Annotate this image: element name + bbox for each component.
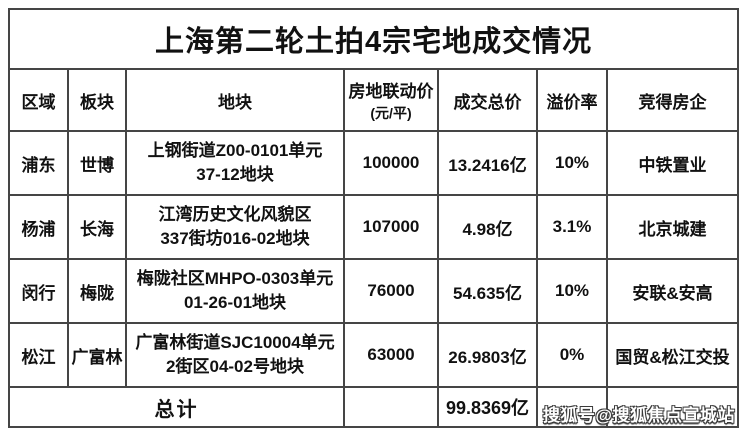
col-header-total-price: 成交总价 [437, 68, 538, 132]
table-row: 松江 广富林 广富林街道SJC10004单元 2街区04-02号地块 63000… [8, 322, 740, 388]
cell-linkage-price: 107000 [343, 194, 439, 260]
total-linkage-price [343, 386, 439, 428]
page-title: 上海第二轮土拍4宗宅地成交情况 [7, 8, 740, 70]
col-header-plot: 地块 [125, 68, 345, 132]
cell-block: 梅陇 [67, 258, 127, 324]
total-label: 总计 [8, 386, 345, 428]
table-row: 浦东 世博 上钢街道Z00-0101单元 37-12地块 100000 13.2… [8, 130, 740, 196]
col-header-region: 区域 [8, 68, 69, 132]
cell-premium-rate: 0% [536, 322, 608, 388]
cell-developer: 安联&安高 [605, 258, 740, 324]
header-row: 区域 板块 地块 房地联动价 (元/平) 成交总价 溢价率 竞得房企 [8, 68, 740, 132]
cell-region: 松江 [8, 322, 69, 388]
cell-block: 长海 [67, 194, 127, 260]
cell-total-price: 26.9803亿 [437, 322, 538, 388]
cell-plot: 江湾历史文化风貌区 337街坊016-02地块 [125, 194, 345, 260]
cell-block: 世博 [67, 130, 127, 196]
land-auction-table: 上海第二轮土拍4宗宅地成交情况 区域 板块 地块 房地联动价 (元/平) 成交总… [7, 8, 740, 428]
col-header-premium-rate: 溢价率 [536, 68, 608, 132]
col-header-developer: 竞得房企 [605, 68, 740, 132]
table-row: 杨浦 长海 江湾历史文化风貌区 337街坊016-02地块 107000 4.9… [8, 194, 740, 260]
table-row: 闵行 梅陇 梅陇社区MHPO-0303单元 01-26-01地块 76000 5… [8, 258, 740, 324]
total-premium-rate [536, 386, 608, 428]
cell-linkage-price: 76000 [343, 258, 439, 324]
cell-total-price: 13.2416亿 [437, 130, 538, 196]
cell-linkage-price: 63000 [343, 322, 439, 388]
cell-developer: 中铁置业 [605, 130, 740, 196]
col-header-block: 板块 [67, 68, 127, 132]
title-row: 上海第二轮土拍4宗宅地成交情况 [7, 8, 740, 70]
sohu-watermark: 搜狐号@搜狐焦点宣城站 [542, 406, 735, 425]
total-row: 总计 99.8369亿 [8, 386, 740, 428]
cell-premium-rate: 3.1% [536, 194, 608, 260]
col-header-linkage-price: 房地联动价 (元/平) [343, 68, 439, 132]
cell-plot: 上钢街道Z00-0101单元 37-12地块 [125, 130, 345, 196]
cell-developer: 北京城建 [605, 194, 740, 260]
col-header-linkage-price-main: 房地联动价 [348, 82, 434, 101]
cell-premium-rate: 10% [536, 130, 608, 196]
cell-premium-rate: 10% [536, 258, 608, 324]
total-developer [605, 386, 740, 428]
cell-total-price: 4.98亿 [437, 194, 538, 260]
cell-total-price: 54.635亿 [437, 258, 538, 324]
cell-plot: 梅陇社区MHPO-0303单元 01-26-01地块 [125, 258, 345, 324]
col-header-linkage-price-unit: (元/平) [370, 105, 412, 121]
cell-block: 广富林 [67, 322, 127, 388]
cell-region: 浦东 [8, 130, 69, 196]
cell-plot: 广富林街道SJC10004单元 2街区04-02号地块 [125, 322, 345, 388]
cell-region: 闵行 [8, 258, 69, 324]
total-price-sum: 99.8369亿 [437, 386, 538, 428]
cell-linkage-price: 100000 [343, 130, 439, 196]
cell-region: 杨浦 [8, 194, 69, 260]
cell-developer: 国贸&松江交投 [605, 322, 740, 388]
